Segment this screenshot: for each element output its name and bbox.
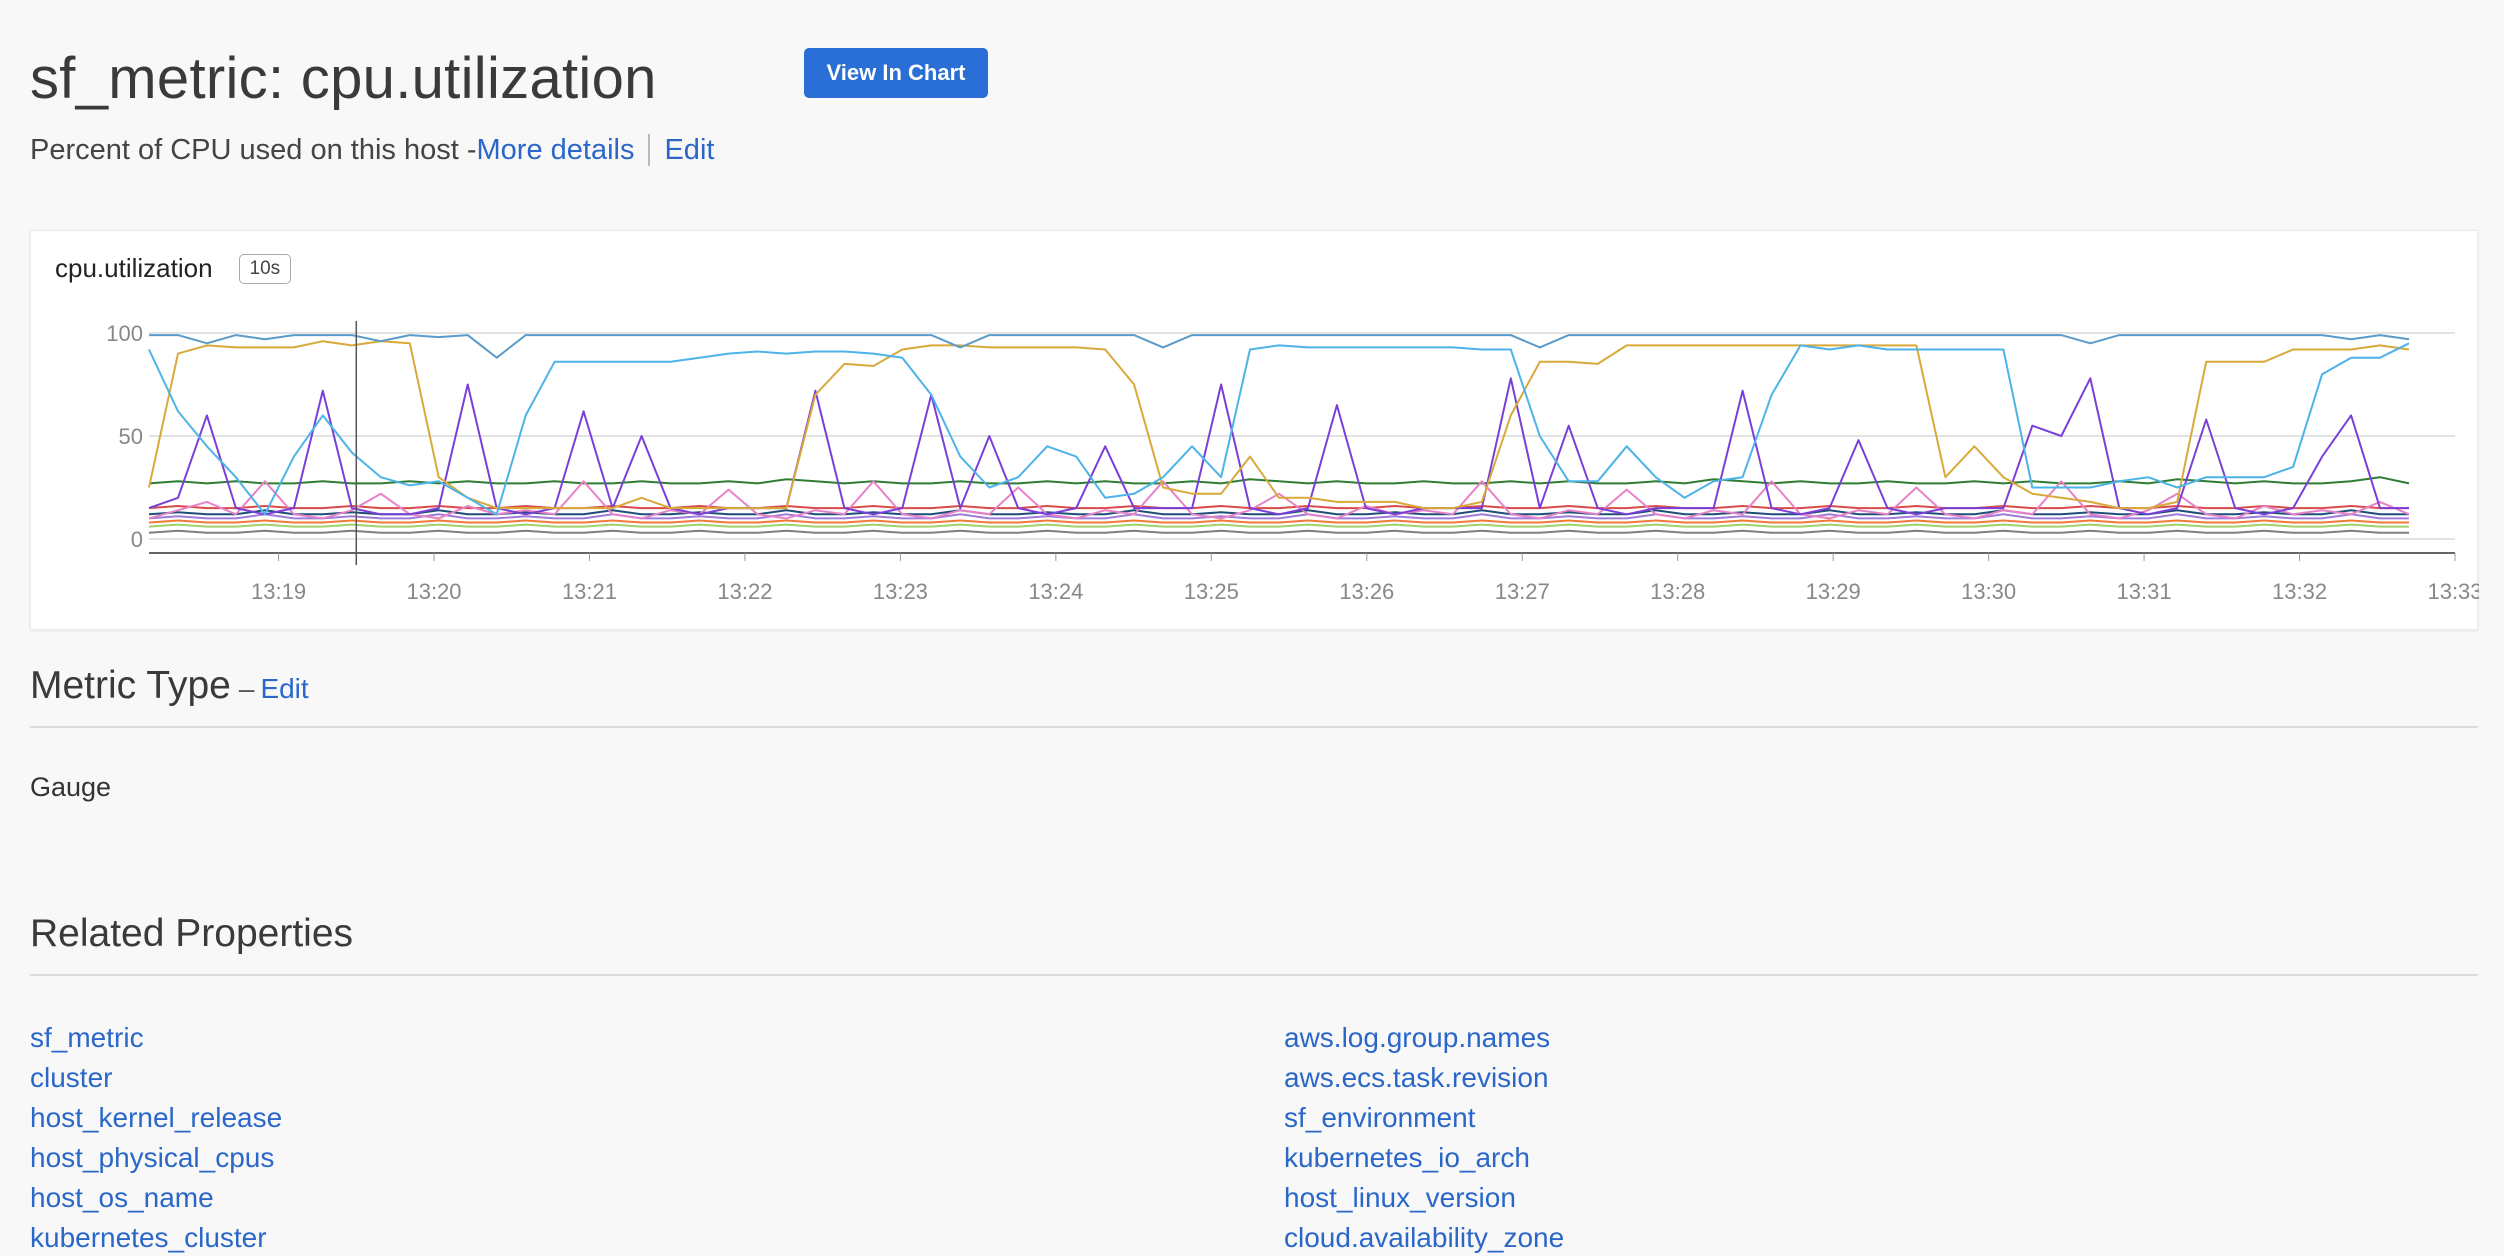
property-link[interactable]: host_kernel_release [30,1102,283,1133]
series-line [148,529,2409,534]
x-tick-label: 13:29 [1806,579,1861,604]
related-properties-heading: Related Properties [30,912,354,955]
metric-type-value: Gauge [30,772,112,802]
metric-type-heading: Metric Type [30,664,231,707]
cpu-utilization-chart[interactable]: 100 50 0 13:19 13:20 13:21 13:22 13:23 13:24 13:2… [31,231,2479,631]
x-tick-label: 13:20 [406,579,461,604]
property-link[interactable]: host_physical_cpus [30,1142,275,1173]
x-tick-label: 13:26 [1339,579,1394,604]
related-properties-header: Related Properties [30,912,353,956]
x-tick-label: 13:21 [562,579,617,604]
property-link[interactable]: sf_environment [1284,1102,1476,1133]
metric-page: sf_metric: cpu.utilization View In Chart… [30,0,2479,1256]
property-link[interactable]: host_os_name [30,1182,214,1213]
property-link[interactable]: kubernetes_cluster [30,1222,267,1253]
property-link[interactable]: aws.ecs.task.revision [1284,1062,1549,1093]
x-tick-label: 13:23 [873,579,928,604]
series-line [148,340,2410,510]
series-line [148,519,2409,524]
x-tick-label: 13:22 [717,579,772,604]
related-properties-right: aws.log.group.names aws.ecs.task.revisio… [1284,1018,1564,1256]
page-title: sf_metric: cpu.utilization [30,45,657,111]
metric-description: Percent of CPU used on this host - [30,133,477,166]
y-tick-label: 0 [131,527,143,552]
x-tick-label: 13:28 [1650,579,1705,604]
view-in-chart-button[interactable]: View In Chart [804,48,988,98]
description-row: Percent of CPU used on this host - More … [30,130,714,170]
chart-header: cpu.utilization 10s [55,253,292,284]
related-properties-left: sf_metric cluster host_kernel_release ho… [30,1018,282,1256]
series-line [148,505,2409,510]
metric-type-divider [30,726,2478,728]
x-tick-label: 13:31 [2117,579,2172,604]
edit-description-link[interactable]: Edit [664,133,715,166]
x-tick-label: 13:24 [1028,579,1083,604]
x-tick-label: 13:33 [2427,579,2479,604]
series-line [148,513,2409,520]
x-tick-label: 13:32 [2272,579,2327,604]
property-link[interactable]: aws.log.group.names [1284,1022,1551,1053]
x-tick-label: 13:25 [1184,579,1239,604]
property-link[interactable]: kubernetes_io_arch [1284,1142,1530,1173]
separator [648,134,651,166]
property-link[interactable]: host_linux_version [1284,1182,1516,1213]
series-line [149,334,2410,359]
series-line [148,476,2410,485]
x-tick-label: 13:19 [251,579,306,604]
x-tick-label: 13:30 [1961,579,2016,604]
series-line [148,523,2409,528]
property-link[interactable]: cluster [30,1062,113,1093]
metric-type-header: Metric Type – Edit [30,664,309,708]
series-line [148,377,2409,516]
y-tick-label: 100 [106,321,143,346]
more-details-link[interactable]: More details [476,133,635,166]
metric-type-dash: – [238,673,255,704]
resolution-badge: 10s [238,253,292,284]
chart-metric-name: cpu.utilization [55,253,213,283]
related-properties-divider [30,974,2478,976]
y-tick-label: 50 [119,424,143,449]
edit-metric-type-link[interactable]: Edit [260,673,309,704]
title-row: sf_metric: cpu.utilization [30,38,657,118]
property-link[interactable]: sf_metric [30,1022,144,1053]
series-line [148,342,2410,516]
property-link[interactable]: cloud.availability_zone [1284,1222,1565,1253]
series-line [148,480,2410,520]
chart-card: 100 50 0 13:19 13:20 13:21 13:22 13:23 13:24 13:2… [30,230,2479,631]
x-tick-label: 13:27 [1495,579,1550,604]
